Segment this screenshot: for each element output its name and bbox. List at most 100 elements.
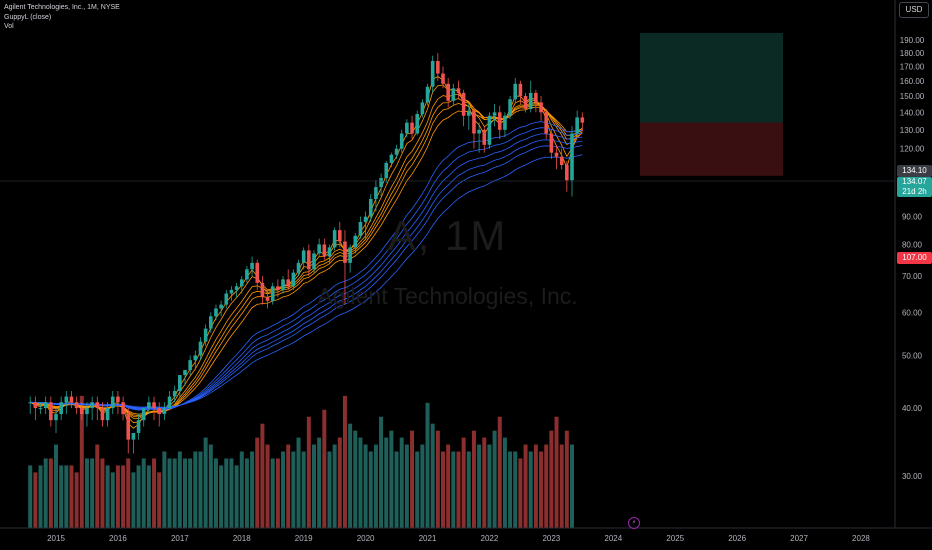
volume-bar [219, 465, 224, 528]
candle-body [338, 230, 342, 242]
candle-body [322, 244, 327, 257]
volume-bar [502, 437, 507, 528]
volume-bar [379, 416, 384, 528]
candle-body [162, 408, 167, 415]
candle-body [95, 402, 100, 409]
volume-bar [59, 465, 64, 528]
time-tick-label: 2023 [542, 534, 560, 543]
volume-bar [312, 444, 316, 528]
candle-body [131, 432, 136, 440]
candle-body [296, 262, 301, 273]
candle-body [456, 88, 461, 93]
candle-body [389, 154, 394, 163]
candle-body [461, 92, 466, 116]
close-price-tag: 134.10 [897, 165, 932, 177]
price-tick-label: 120.00 [900, 145, 925, 154]
volume-bar [384, 437, 389, 528]
volume-bar [322, 409, 327, 528]
candle-body [255, 262, 260, 283]
candle-body [518, 83, 523, 97]
candle-body [172, 391, 177, 397]
volume-bar [172, 458, 177, 528]
stop-zone [640, 122, 783, 176]
volume-bar [482, 437, 487, 528]
volume-bar [255, 437, 260, 528]
price-tick-label: 90.00 [902, 213, 923, 222]
candle-body [147, 402, 151, 409]
volume-bar [167, 458, 172, 528]
time-tick-label: 2019 [295, 534, 313, 543]
volume-bar [115, 465, 120, 528]
volume-bar [188, 458, 193, 528]
candle-body [260, 282, 265, 298]
candle-body [565, 165, 569, 181]
candle-body [116, 396, 120, 403]
candle-body [394, 148, 399, 155]
time-tick-label: 2020 [357, 534, 375, 543]
volume-bar [353, 430, 358, 528]
candle-body [219, 304, 223, 309]
candle-body [188, 360, 192, 371]
volume-bar [306, 416, 311, 528]
candle-body [121, 402, 125, 415]
candle-body [379, 178, 383, 188]
volume-bar [136, 465, 141, 528]
candle-body [270, 286, 275, 301]
price-tick-label: 40.00 [902, 404, 923, 413]
legend-volume[interactable]: Vol [4, 23, 14, 30]
candle-body [508, 99, 512, 116]
volume-bar [497, 416, 502, 528]
volume-bar [508, 451, 513, 528]
candle-body [580, 117, 585, 123]
volume-bar [208, 444, 213, 528]
price-tick-label: 160.00 [900, 77, 925, 86]
volume-bar [373, 444, 378, 528]
time-tick-label: 2021 [419, 534, 437, 543]
candle-body [317, 244, 321, 254]
volume-bar [358, 437, 363, 528]
price-tick-label: 130.00 [900, 126, 925, 135]
volume-bar [69, 465, 74, 528]
legend-symbol[interactable]: Agilent Technologies, Inc., 1M, NYSE [4, 4, 120, 11]
candle-body [43, 402, 48, 409]
currency-button[interactable]: USD [899, 2, 929, 18]
candle-body [436, 61, 440, 74]
candle-body [410, 122, 414, 134]
candle-body [110, 396, 115, 409]
time-axis[interactable]: 2015 2016 2017 2018 2019 2020 2021 2022 2023 2024… [47, 534, 870, 543]
volume-bar [492, 430, 497, 528]
volume-bar [33, 472, 38, 528]
volume-bar [564, 430, 569, 528]
volume-bar [105, 465, 110, 528]
volume-bar [430, 423, 435, 528]
price-axis[interactable]: 190.00 180.00 170.00 160.00 150.00 140.00 130.… [900, 36, 925, 550]
volume-bar [528, 451, 533, 528]
candle-body [80, 408, 84, 415]
volume-bar [291, 451, 296, 528]
candle-body [291, 272, 296, 287]
volume-bar [162, 451, 167, 528]
volume-event-marker[interactable]: ⚡ [628, 517, 640, 529]
candle-body [523, 96, 528, 109]
price-tick-label: 140.00 [900, 108, 925, 117]
volume-bar [461, 437, 466, 528]
volume-bar [410, 430, 415, 528]
volume-bar [549, 430, 554, 528]
trade-zones[interactable] [640, 32, 783, 176]
volume-bar [301, 451, 306, 528]
candle-body [276, 286, 280, 290]
price-tick-label: 70.00 [902, 272, 923, 281]
volume-bar [554, 416, 559, 528]
legend-guppy[interactable]: GuppyL (close) [4, 13, 52, 21]
volume-bar [466, 451, 471, 528]
last-price-value: 134.07 [902, 177, 927, 186]
last-price-tag: 134.07 21d 2h [897, 177, 932, 197]
candle-body [487, 115, 492, 145]
bar-countdown: 21d 2h [902, 186, 927, 196]
candle-body [281, 279, 285, 290]
watermark-company: Agilent Technologies, Inc. [317, 283, 578, 309]
volume-bar [446, 444, 451, 528]
time-tick-label: 2027 [790, 534, 808, 543]
volume-bar [425, 402, 430, 528]
